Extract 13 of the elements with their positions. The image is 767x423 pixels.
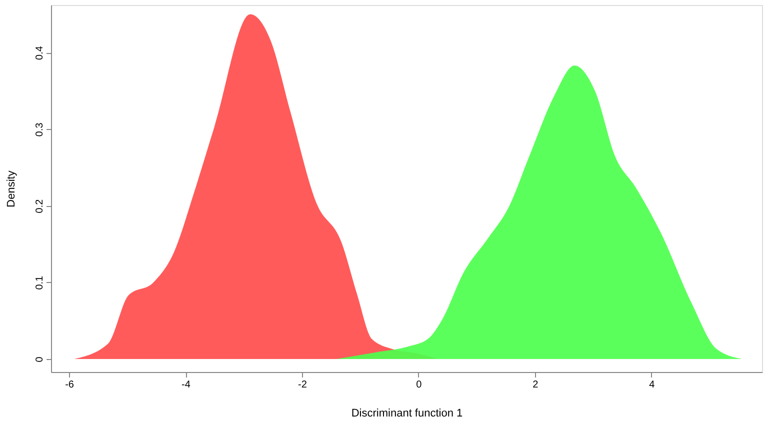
y-tick-label: 0.3	[34, 122, 46, 137]
y-tick-label: 0	[34, 356, 46, 362]
y-tick-label: 0.1	[34, 275, 46, 290]
x-tick-label: -6	[65, 380, 74, 390]
y-axis-title: Density	[6, 170, 18, 208]
x-tick-label: 2	[532, 380, 539, 390]
x-tick-label: 4	[649, 380, 656, 390]
x-axis-title: Discriminant function 1	[351, 408, 463, 420]
x-tick-label: -2	[298, 380, 308, 390]
x-tick-label: 0	[416, 380, 422, 390]
x-tick-label: -4	[182, 380, 191, 390]
y-tick-label: 0.4	[34, 46, 46, 60]
y-tick-label: 0.2	[34, 198, 46, 214]
